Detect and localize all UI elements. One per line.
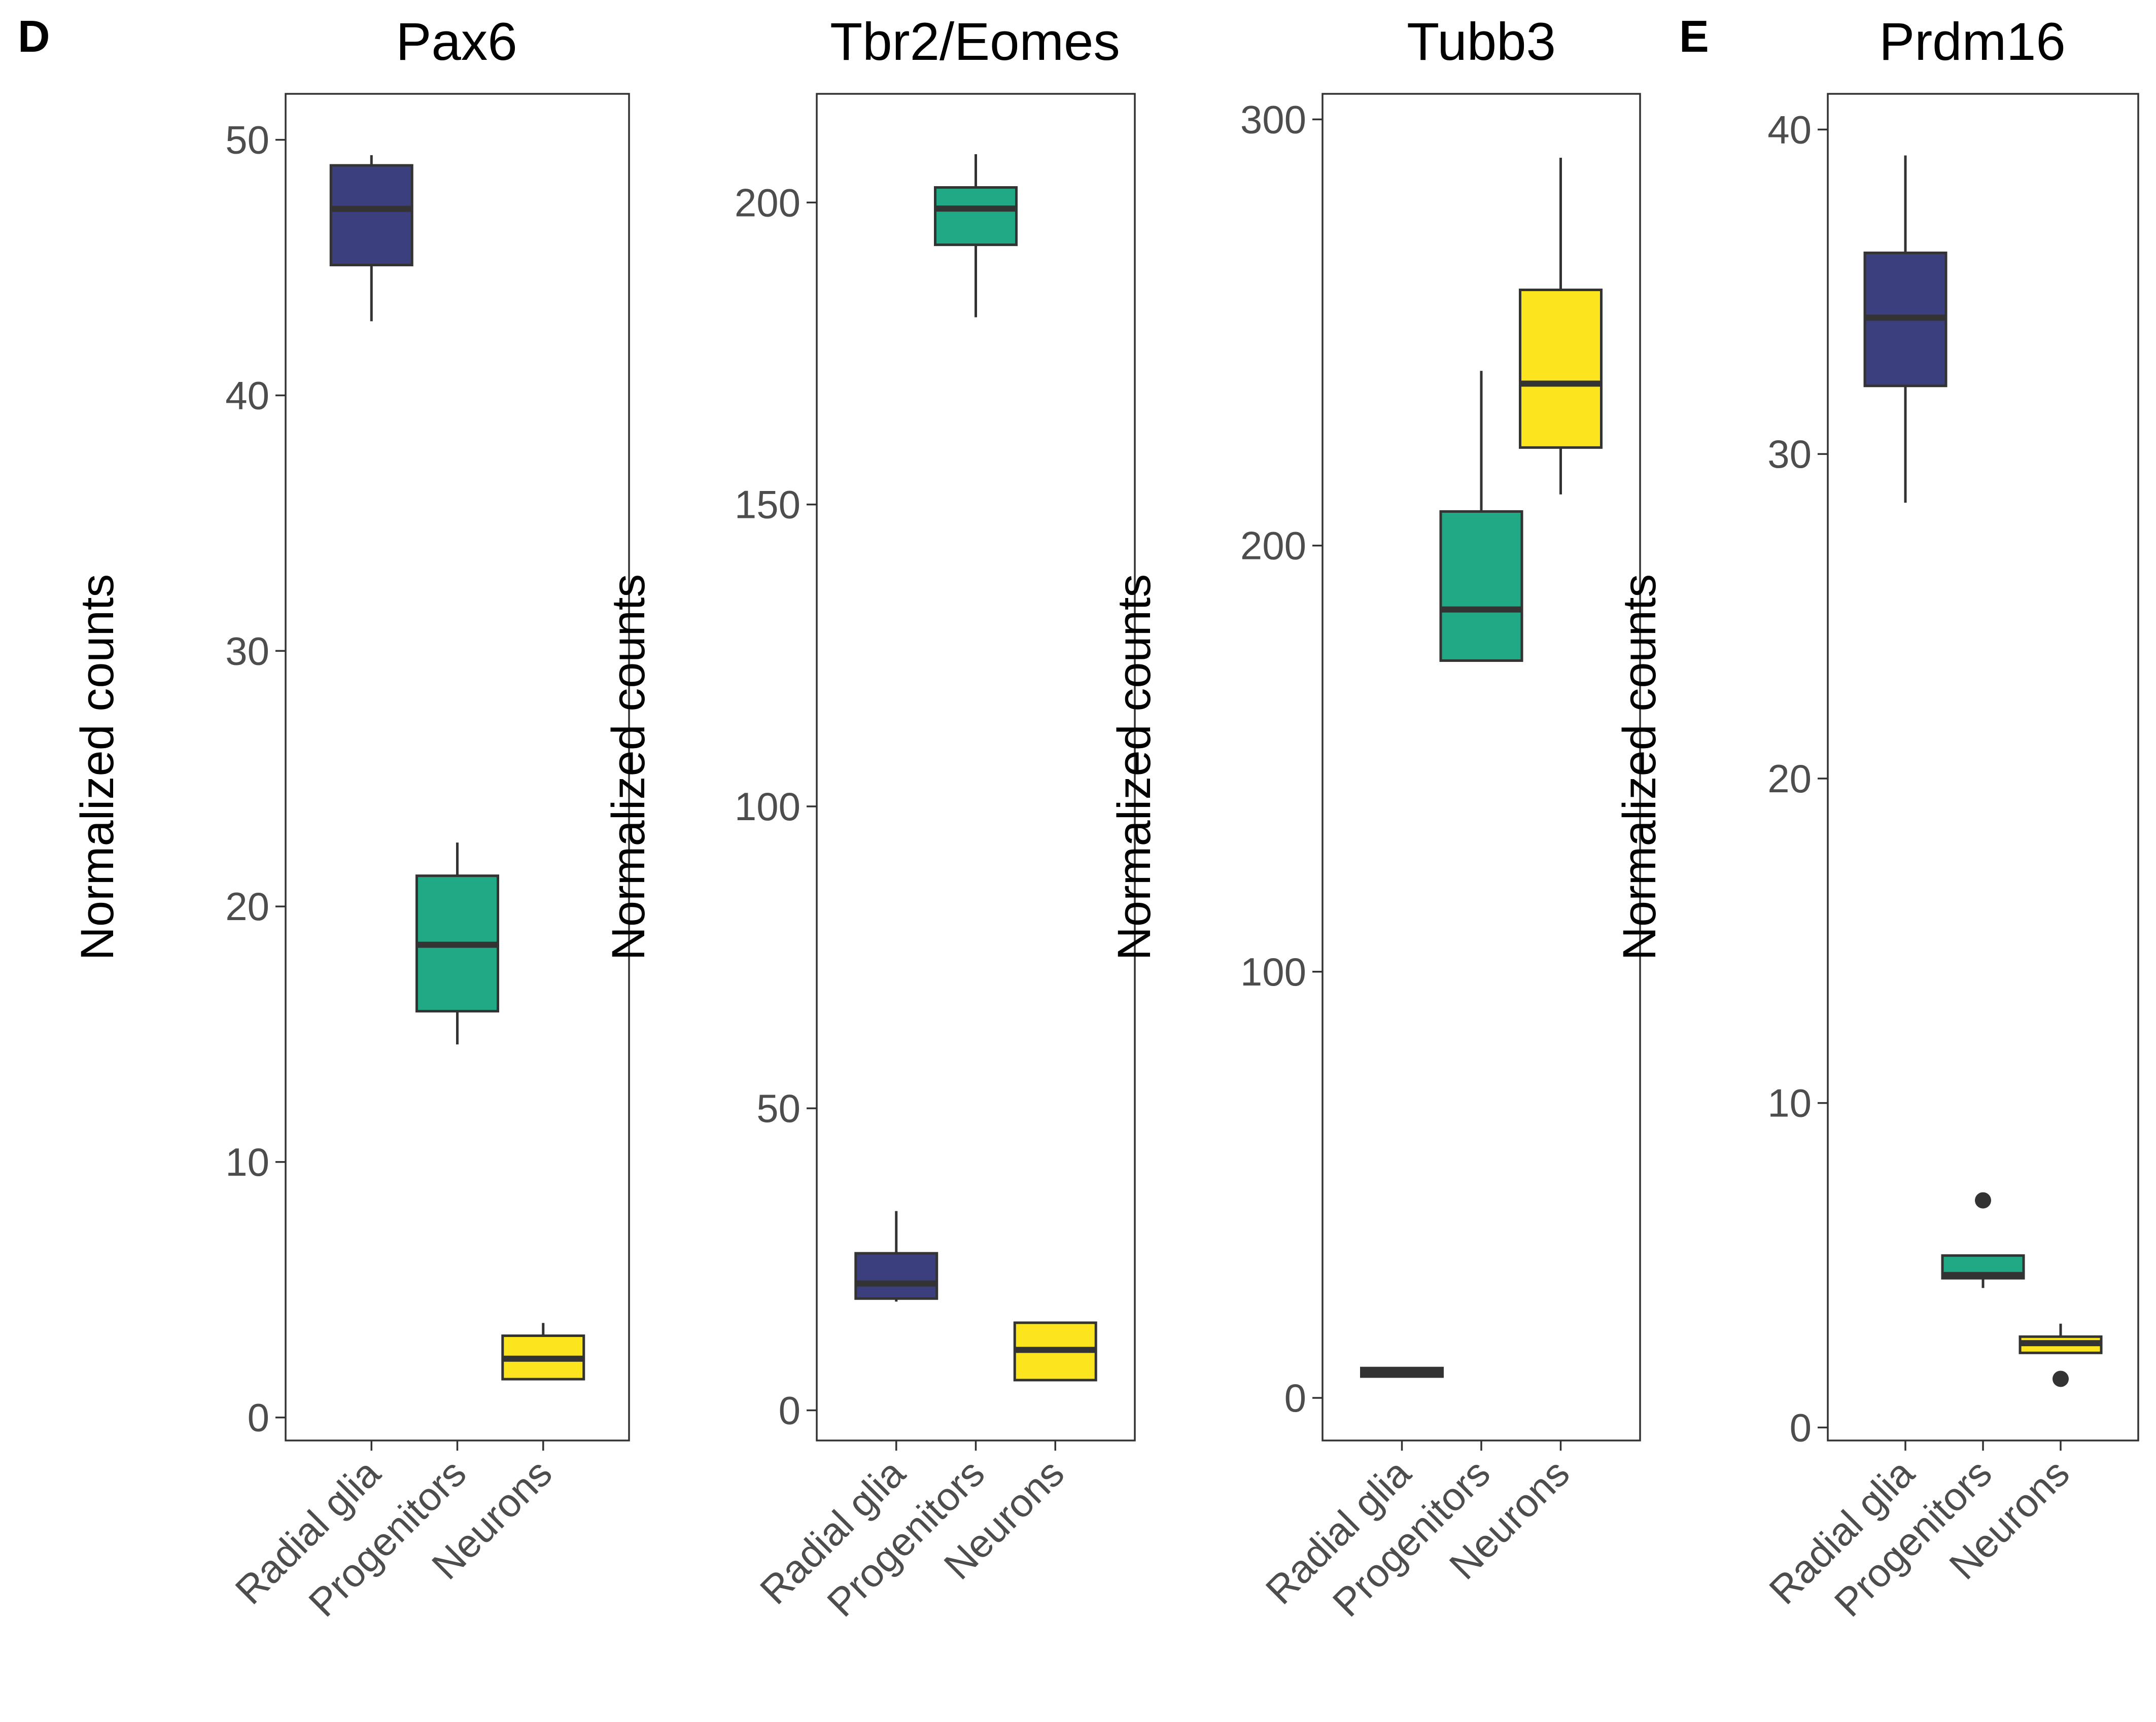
y-axis-label: Normalized counts bbox=[72, 574, 123, 961]
y-tick-label: 100 bbox=[735, 784, 801, 829]
chart-title: Prdm16 bbox=[1879, 12, 2066, 72]
y-tick-label: 0 bbox=[248, 1395, 269, 1440]
y-tick-label: 300 bbox=[1240, 97, 1306, 142]
box-iqr bbox=[934, 186, 1018, 247]
y-tick-label: 30 bbox=[1767, 432, 1812, 476]
chart-title: Pax6 bbox=[396, 12, 517, 72]
box-progenitors bbox=[415, 842, 499, 1045]
chart-title: Tubb3 bbox=[1407, 12, 1556, 72]
box-neurons bbox=[501, 1323, 585, 1381]
outlier-point bbox=[2053, 1370, 2069, 1387]
y-tick-label: 150 bbox=[735, 482, 801, 527]
outlier-point bbox=[1975, 1192, 1991, 1209]
box-radial-glia bbox=[1360, 1366, 1444, 1378]
panel-letter-d: D bbox=[18, 11, 50, 61]
box-iqr bbox=[1519, 288, 1603, 449]
y-tick-label: 20 bbox=[1767, 756, 1812, 801]
y-axis-label: Normalized counts bbox=[603, 574, 654, 961]
y-tick-label: 40 bbox=[1767, 107, 1812, 152]
y-tick-label: 20 bbox=[225, 884, 269, 929]
box-radial-glia bbox=[329, 155, 413, 322]
y-tick-label: 100 bbox=[1240, 950, 1306, 994]
y-tick-label: 10 bbox=[225, 1140, 269, 1184]
y-tick-label: 200 bbox=[735, 180, 801, 225]
y-tick-label: 30 bbox=[225, 628, 269, 673]
box-neurons bbox=[1519, 158, 1603, 495]
box-neurons bbox=[2019, 1323, 2103, 1387]
box-iqr bbox=[1439, 510, 1523, 662]
panel-letter-e: E bbox=[1679, 11, 1709, 61]
y-tick-label: 0 bbox=[1284, 1376, 1306, 1420]
box-progenitors bbox=[1439, 371, 1523, 662]
y-tick-label: 10 bbox=[1767, 1081, 1812, 1126]
y-tick-label: 50 bbox=[225, 118, 269, 162]
box-iqr bbox=[854, 1252, 938, 1300]
box-radial-glia bbox=[854, 1211, 938, 1302]
y-axis-label: Normalized counts bbox=[1108, 574, 1160, 961]
box-progenitors bbox=[1941, 1192, 2025, 1288]
y-tick-label: 50 bbox=[756, 1086, 801, 1131]
box-radial-glia bbox=[1863, 155, 1948, 503]
panel-frame bbox=[285, 93, 630, 1442]
y-axis-label: Normalized counts bbox=[1614, 574, 1665, 961]
y-tick-label: 0 bbox=[779, 1388, 801, 1432]
y-tick-label: 0 bbox=[1790, 1405, 1812, 1450]
y-tick-label: 40 bbox=[225, 373, 269, 417]
y-tick-label: 200 bbox=[1240, 523, 1306, 568]
chart-title: Tbr2/Eomes bbox=[830, 12, 1120, 72]
box-neurons bbox=[1013, 1321, 1097, 1382]
box-iqr bbox=[329, 164, 413, 267]
box-progenitors bbox=[934, 154, 1018, 318]
